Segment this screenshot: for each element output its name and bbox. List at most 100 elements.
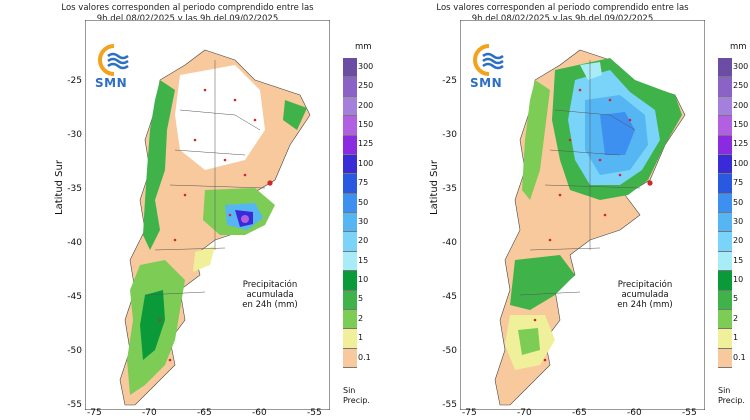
inset-label: Precipitación acumulada en 24h (mm) xyxy=(600,280,690,310)
x-tick: -55 xyxy=(682,408,697,418)
smn-logo-text: SMN xyxy=(95,76,128,90)
colorbar-level-label: 0.1 xyxy=(733,352,746,362)
colorbar-swatch xyxy=(343,193,357,213)
y-tick: -25 xyxy=(442,76,457,86)
colorbar-swatch xyxy=(718,154,732,175)
precipitation-map xyxy=(85,20,330,410)
y-tick: -25 xyxy=(67,76,82,86)
y-tick: -55 xyxy=(67,400,82,410)
colorbar-swatch xyxy=(343,116,357,136)
colorbar-level-label: 100 xyxy=(733,158,749,168)
colorbar-swatch xyxy=(343,213,357,233)
colorbar-level-label: 150 xyxy=(358,120,374,129)
colorbar-swatch xyxy=(718,348,732,368)
y-tick: -30 xyxy=(442,130,457,140)
colorbar-level-label: 50 xyxy=(733,197,744,207)
colorbar-swatch xyxy=(718,290,732,310)
y-tick: -45 xyxy=(442,292,457,302)
colorbar-swatch xyxy=(343,135,357,155)
colorbar-level-label: 15 xyxy=(358,255,369,265)
no-precip-label: Sin Precip. xyxy=(718,386,745,406)
colorbar-level-label: 20 xyxy=(358,236,369,246)
inset-label-line1: Precipitación acumulada xyxy=(617,280,673,300)
right-map-panel: Los valores corresponden al periodo comp… xyxy=(375,0,750,420)
x-tick: -65 xyxy=(572,408,587,418)
colorbar-swatch xyxy=(718,271,732,291)
patagonia-precip xyxy=(510,255,575,310)
colorbar-swatch xyxy=(343,329,357,349)
colorbar-swatch xyxy=(718,213,732,233)
colorbar-unit: mm xyxy=(355,42,372,52)
colorbar-level-label: 30 xyxy=(733,216,744,226)
colorbar-swatch xyxy=(343,232,357,252)
x-tick: -75 xyxy=(462,408,477,418)
y-tick: -50 xyxy=(67,346,82,356)
colorbar-swatch xyxy=(343,77,357,97)
colorbar-level-label: 5 xyxy=(358,294,364,304)
colorbar-swatch xyxy=(718,135,732,155)
colorbar-swatch xyxy=(718,193,732,213)
colorbar-level-label: 1 xyxy=(733,333,739,343)
colorbar-level-label: 250 xyxy=(358,81,374,91)
colorbar-swatch xyxy=(343,271,357,291)
x-tick: -70 xyxy=(142,408,157,418)
colorbar-swatch xyxy=(343,174,357,194)
colorbar-swatch xyxy=(718,251,732,272)
x-tick: -65 xyxy=(197,408,212,418)
colorbar-level-label: 0.1 xyxy=(358,352,371,362)
colorbar-level-label: 20 xyxy=(733,236,744,246)
colorbar-level-label: 200 xyxy=(733,100,749,110)
colorbar-swatch xyxy=(343,348,357,368)
inset-label-line2: en 24h (mm) xyxy=(242,300,298,310)
y-tick: -55 xyxy=(442,400,457,410)
inset-label-line1: Precipitación acumulada xyxy=(242,280,298,300)
no-precip-line1: Sin xyxy=(343,386,356,395)
x-tick: -60 xyxy=(252,408,267,418)
x-tick: -75 xyxy=(87,408,102,418)
y-tick: -45 xyxy=(67,292,82,302)
no-precip-line1: Sin xyxy=(718,386,731,395)
colorbar-swatch xyxy=(343,290,357,310)
colorbar-swatch xyxy=(718,116,732,136)
colorbar-level-label: 125 xyxy=(358,139,374,149)
colorbar-swatch xyxy=(343,154,357,175)
colorbar-swatch xyxy=(718,77,732,97)
colorbar-swatch xyxy=(343,309,357,330)
colorbar-level-label: 200 xyxy=(358,100,374,110)
colorbar xyxy=(718,58,732,368)
y-tick: -35 xyxy=(67,184,82,194)
x-tick: -55 xyxy=(307,408,322,418)
y-tick: -50 xyxy=(442,346,457,356)
header-line2: 9h del 08/02/2025 y las 9h del 09/02/202… xyxy=(471,14,654,24)
colorbar-level-label: 2 xyxy=(358,313,364,323)
colorbar-swatch xyxy=(343,96,357,117)
inset-label-line2: en 24h (mm) xyxy=(617,300,673,310)
colorbar xyxy=(343,58,357,368)
y-tick: -30 xyxy=(67,130,82,140)
colorbar-swatch xyxy=(718,309,732,330)
colorbar-level-label: 50 xyxy=(358,197,369,207)
header-line1: Los valores corresponden al periodo comp… xyxy=(61,3,314,13)
colorbar-level-label: 250 xyxy=(733,81,749,91)
header: Los valores corresponden al periodo comp… xyxy=(0,3,375,25)
colorbar-level-label: 75 xyxy=(358,178,369,188)
header: Los valores corresponden al periodo comp… xyxy=(375,3,750,25)
header-line1: Los valores corresponden al periodo comp… xyxy=(436,3,689,13)
colorbar-level-label: 5 xyxy=(733,294,739,304)
y-tick: -40 xyxy=(67,238,82,248)
x-tick: -70 xyxy=(517,408,532,418)
colorbar-level-label: 1 xyxy=(358,333,364,343)
colorbar-level-label: 2 xyxy=(733,313,739,323)
y-tick: -40 xyxy=(442,238,457,248)
left-map-panel: Los valores corresponden al periodo comp… xyxy=(0,3,375,418)
header-line2: 9h del 08/02/2025 y las 9h del 09/02/202… xyxy=(96,14,279,24)
north-dry-region xyxy=(175,65,265,170)
map-plot xyxy=(85,20,330,410)
colorbar-level-label: 100 xyxy=(358,158,374,168)
smn-logo-text: SMN xyxy=(470,76,503,90)
colorbar-swatch xyxy=(718,174,732,194)
map-plot xyxy=(460,20,705,410)
inset-label: Precipitación acumulada en 24h (mm) xyxy=(225,280,315,310)
colorbar-swatch xyxy=(718,329,732,349)
x-tick: -60 xyxy=(627,408,642,418)
